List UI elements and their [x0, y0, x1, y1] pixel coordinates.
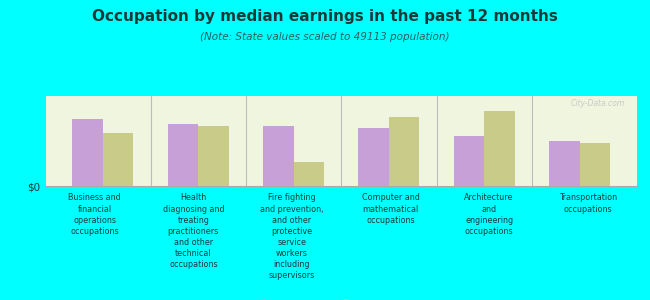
Bar	[103, 133, 133, 186]
Text: City-Data.com: City-Data.com	[571, 99, 625, 108]
Text: Health
diagnosing and
treating
practitioners
and other
technical
occupations: Health diagnosing and treating practitio…	[162, 194, 224, 269]
Bar	[484, 111, 515, 186]
Text: (Note: State values scaled to 49113 population): (Note: State values scaled to 49113 popu…	[200, 32, 450, 41]
Text: Architecture
and
engineering
occupations: Architecture and engineering occupations	[464, 194, 514, 236]
Bar	[263, 126, 294, 186]
Bar	[358, 128, 389, 186]
Bar	[389, 117, 419, 186]
Bar	[198, 126, 229, 186]
Text: Transportation
occupations: Transportation occupations	[558, 194, 617, 214]
Legend: 49113, Michigan: 49113, Michigan	[254, 296, 429, 300]
Bar	[168, 124, 198, 186]
Bar	[580, 143, 610, 186]
Bar	[294, 162, 324, 186]
Text: Occupation by median earnings in the past 12 months: Occupation by median earnings in the pas…	[92, 9, 558, 24]
Text: Fire fighting
and prevention,
and other
protective
service
workers
including
sup: Fire fighting and prevention, and other …	[260, 194, 324, 280]
Bar	[72, 119, 103, 186]
Text: Business and
financial
operations
occupations: Business and financial operations occupa…	[68, 194, 121, 236]
Bar	[549, 141, 580, 186]
Text: Computer and
mathematical
occupations: Computer and mathematical occupations	[361, 194, 419, 225]
Bar	[454, 136, 484, 186]
